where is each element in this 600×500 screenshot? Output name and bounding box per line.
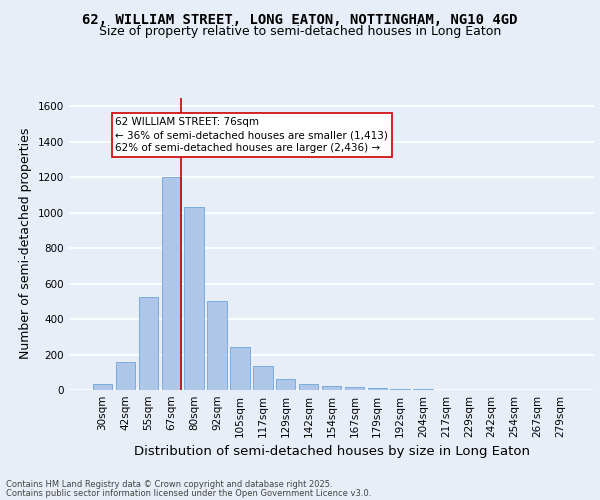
Bar [413, 389, 433, 390]
Bar [208, 302, 227, 390]
Y-axis label: Number of semi-detached properties: Number of semi-detached properties [19, 128, 32, 360]
Bar [253, 366, 272, 390]
Text: Size of property relative to semi-detached houses in Long Eaton: Size of property relative to semi-detach… [99, 25, 501, 38]
Bar [391, 389, 410, 390]
Text: 62, WILLIAM STREET, LONG EATON, NOTTINGHAM, NG10 4GD: 62, WILLIAM STREET, LONG EATON, NOTTINGH… [82, 12, 518, 26]
Bar [139, 297, 158, 390]
Bar [93, 384, 112, 390]
Bar [322, 386, 341, 390]
Bar [368, 388, 387, 390]
Text: Contains HM Land Registry data © Crown copyright and database right 2025.: Contains HM Land Registry data © Crown c… [6, 480, 332, 489]
Bar [116, 362, 135, 390]
Text: Contains public sector information licensed under the Open Government Licence v3: Contains public sector information licen… [6, 489, 371, 498]
Bar [184, 208, 204, 390]
Text: 62 WILLIAM STREET: 76sqm
← 36% of semi-detached houses are smaller (1,413)
62% o: 62 WILLIAM STREET: 76sqm ← 36% of semi-d… [115, 117, 388, 154]
Bar [230, 348, 250, 390]
X-axis label: Distribution of semi-detached houses by size in Long Eaton: Distribution of semi-detached houses by … [133, 446, 530, 458]
Bar [161, 178, 181, 390]
Bar [344, 388, 364, 390]
Bar [276, 380, 295, 390]
Bar [299, 384, 319, 390]
